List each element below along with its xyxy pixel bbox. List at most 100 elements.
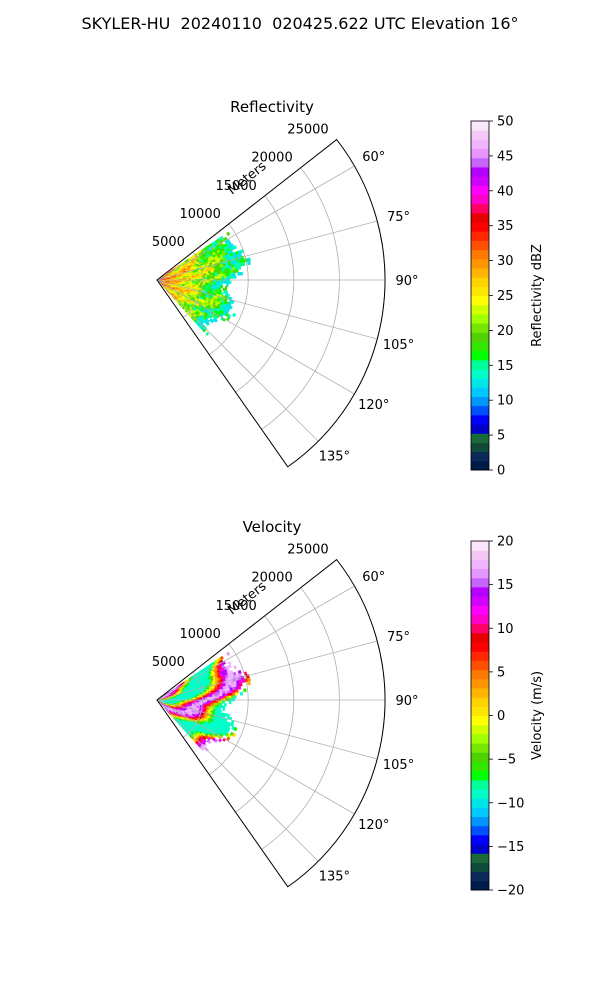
- data-cell: [202, 328, 207, 333]
- data-cell: [220, 700, 223, 704]
- data-cell: [216, 696, 220, 699]
- data-cell: [241, 262, 246, 267]
- colorbar-swatch: [471, 743, 489, 753]
- colorbar-swatch: [471, 614, 489, 625]
- data-cell: [211, 280, 214, 284]
- data-cell: [239, 271, 243, 276]
- data-cell: [217, 282, 221, 286]
- data-cell: [226, 736, 231, 741]
- colorbar-swatch: [471, 586, 489, 597]
- colorbar-tick-label: 50: [497, 115, 514, 130]
- azimuth-gridline: [156, 279, 319, 442]
- colorbar-swatch: [471, 687, 489, 698]
- data-cell: [207, 696, 211, 700]
- data-cell: [228, 280, 232, 284]
- data-cell: [219, 276, 223, 279]
- data-cell: [247, 680, 251, 686]
- colorbar-swatch: [471, 332, 489, 342]
- colorbar-swatch: [471, 752, 489, 762]
- colorbar-swatch: [471, 148, 489, 159]
- data-cell: [224, 273, 228, 277]
- azimuth-gridline: [156, 165, 355, 281]
- radial-tick-label: 15000: [215, 599, 256, 614]
- data-cell: [219, 702, 223, 706]
- colorbar-swatch: [471, 378, 489, 388]
- data-cell: [224, 693, 228, 697]
- data-cell: [222, 700, 225, 704]
- data-cell: [221, 275, 225, 279]
- data-cell: [237, 669, 242, 675]
- data-cell: [237, 265, 242, 270]
- range-ring-gridline: [287, 139, 386, 468]
- colorbar-swatch: [471, 807, 489, 818]
- colorbar-swatch: [471, 368, 489, 379]
- colorbar-swatch: [471, 405, 489, 416]
- colorbar-swatch: [471, 433, 489, 443]
- data-cell: [233, 695, 237, 699]
- data-cell: [247, 257, 252, 262]
- data-cell: [228, 700, 232, 704]
- colorbar-swatch: [471, 313, 489, 324]
- colorbar-swatch: [471, 231, 489, 241]
- data-cell: [209, 280, 212, 283]
- colorbar-tick-label: 15: [497, 578, 514, 593]
- azimuth-tick-label: 135°: [319, 869, 350, 884]
- polar-axes-frame: [156, 138, 386, 468]
- data-cell: [217, 273, 221, 277]
- colorbar-swatch: [471, 387, 489, 398]
- data-cell: [226, 695, 230, 699]
- colorbar-swatch: [471, 816, 489, 827]
- colorbar-swatch: [471, 460, 489, 471]
- colorbar-label: Reflectivity dBZ: [530, 244, 545, 347]
- range-ring-gridline: [261, 167, 340, 430]
- data-cell: [219, 273, 223, 277]
- data-cell: [227, 664, 232, 669]
- colorbar-tick-label: 20: [497, 535, 514, 550]
- data-cell: [226, 316, 231, 321]
- colorbar-swatch: [471, 577, 489, 588]
- radial-tick-label: 10000: [180, 207, 221, 222]
- colorbar-tick-label: 5: [497, 429, 505, 444]
- data-cell: [226, 280, 230, 284]
- colorbar-swatch: [471, 880, 489, 891]
- data-cell: [232, 732, 237, 738]
- colorbar-tick-label: 10: [497, 622, 514, 637]
- data-cell: [229, 692, 233, 697]
- range-ring-gridline: [209, 223, 249, 356]
- colorbar-swatch: [471, 341, 489, 352]
- data-cell: [220, 285, 224, 289]
- azimuth-gridline: [156, 279, 378, 340]
- data-cell: [214, 276, 218, 279]
- data-cell: [231, 275, 235, 279]
- data-cell: [211, 276, 215, 280]
- colorbar-tick-label: −5: [497, 753, 516, 768]
- data-cell: [231, 695, 235, 699]
- colorbar-tick-label: −10: [497, 796, 524, 811]
- colorbar-swatch: [471, 424, 489, 434]
- data-cell: [214, 694, 218, 697]
- data-cell: [218, 738, 222, 743]
- colorbar-swatch: [471, 396, 489, 407]
- colorbar-tick-label: −15: [497, 840, 524, 855]
- data-cell: [213, 280, 217, 284]
- radial-tick-label: 25000: [287, 123, 328, 138]
- colorbar-swatch: [471, 825, 489, 836]
- data-cell: [219, 693, 223, 697]
- colorbar-swatch: [471, 304, 489, 315]
- colorbar-tick-label: 5: [497, 665, 505, 680]
- panel-title: Reflectivity: [230, 98, 314, 116]
- data-cell: [224, 703, 227, 707]
- colorbar-tick-label: 35: [497, 219, 514, 234]
- data-cell: [239, 691, 243, 696]
- colorbar-swatch: [471, 770, 489, 781]
- data-cell: [209, 276, 213, 280]
- data-cell: [205, 331, 210, 336]
- colorbar-swatch: [471, 715, 489, 726]
- radial-tick-label: 5000: [152, 655, 185, 670]
- data-cell: [204, 696, 208, 700]
- colorbar-tick-label: 15: [497, 359, 514, 374]
- colorbar-swatch: [471, 277, 489, 287]
- azimuth-tick-label: 60°: [362, 570, 385, 585]
- azimuth-gridline: [156, 220, 378, 281]
